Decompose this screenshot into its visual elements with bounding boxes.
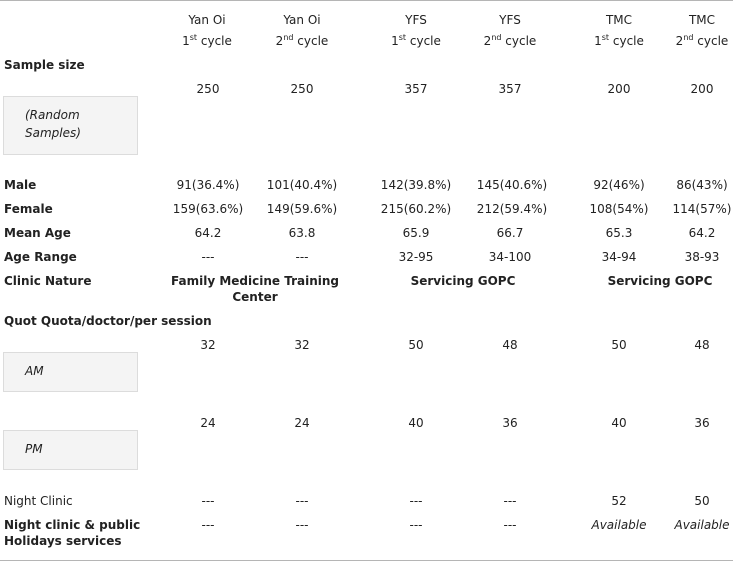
- cell: 38-93: [684, 250, 720, 264]
- header-cycle: 1st cycle: [391, 33, 441, 49]
- header-name: YFS: [405, 13, 427, 27]
- cell: 65.3: [605, 226, 633, 240]
- cell: 357: [498, 82, 522, 96]
- random-samples-line1: (Random: [25, 108, 80, 122]
- row-label-sample-size: Sample size: [4, 58, 85, 72]
- cell: 34-94: [601, 250, 637, 264]
- cell: ---: [201, 494, 215, 508]
- cell: ---: [503, 518, 517, 532]
- cell: 149(59.6%): [266, 202, 338, 216]
- clinic-nature-tmc: Servicing GOPC: [607, 274, 713, 288]
- header-cycle: 2nd cycle: [275, 33, 329, 49]
- header-name: TMC: [688, 13, 716, 27]
- cell: 40: [408, 416, 424, 430]
- header-cycle: 2nd cycle: [675, 33, 729, 49]
- cell: 142(39.8%): [380, 178, 452, 192]
- row-label-quota: Quot Quota/doctor/per session: [4, 314, 212, 328]
- cell: 48: [694, 338, 710, 352]
- row-label-clinic-nature: Clinic Nature: [4, 274, 92, 288]
- cell: 52: [611, 494, 627, 508]
- cell: 50: [408, 338, 424, 352]
- cell: 212(59.4%): [476, 202, 548, 216]
- cell: 24: [294, 416, 310, 430]
- cell: 86(43%): [676, 178, 728, 192]
- header-name: Yan Oi: [188, 13, 226, 27]
- cell: 92(46%): [593, 178, 645, 192]
- header-cycle: 1st cycle: [182, 33, 232, 49]
- cell: 250: [290, 82, 314, 96]
- cell: 159(63.6%): [172, 202, 244, 216]
- random-samples-box: (Random Samples): [3, 96, 138, 155]
- cell: Available: [591, 518, 647, 532]
- header-name: YFS: [499, 13, 521, 27]
- cell: 32: [200, 338, 216, 352]
- cell: 24: [200, 416, 216, 430]
- cell: 145(40.6%): [476, 178, 548, 192]
- cell: 48: [502, 338, 518, 352]
- header-cycle: 2nd cycle: [483, 33, 537, 49]
- row-label-age-range: Age Range: [4, 250, 77, 264]
- cell: 215(60.2%): [380, 202, 452, 216]
- cell: 63.8: [288, 226, 316, 240]
- cell: 36: [694, 416, 710, 430]
- cell: 50: [694, 494, 710, 508]
- cell: 114(57%): [672, 202, 732, 216]
- am-box: AM: [3, 352, 138, 392]
- cell: 91(36.4%): [176, 178, 240, 192]
- cell: ---: [295, 494, 309, 508]
- cell: ---: [409, 518, 423, 532]
- header-name: Yan Oi: [283, 13, 321, 27]
- cell: 357: [404, 82, 428, 96]
- clinic-nature-yanoi-line1: Family Medicine Training: [171, 274, 339, 288]
- cell: 32-95: [398, 250, 434, 264]
- row-label-night-clinic: Night Clinic: [4, 494, 73, 508]
- cell: 101(40.4%): [266, 178, 338, 192]
- cell: 200: [690, 82, 714, 96]
- row-label-mean-age: Mean Age: [4, 226, 71, 240]
- clinic-nature-yanoi-line2: Center: [232, 290, 278, 304]
- cell: 108(54%): [589, 202, 649, 216]
- cell: ---: [503, 494, 517, 508]
- header-name: TMC: [605, 13, 633, 27]
- cell: 32: [294, 338, 310, 352]
- am-label: AM: [25, 364, 44, 378]
- row-label-male: Male: [4, 178, 37, 192]
- cell: ---: [201, 250, 215, 264]
- cell: ---: [409, 494, 423, 508]
- pm-box: PM: [3, 430, 138, 470]
- row-label-female: Female: [4, 202, 53, 216]
- row-label-holiday-line1: Night clinic & public: [4, 518, 141, 532]
- cell: 50: [611, 338, 627, 352]
- cell: 34-100: [488, 250, 532, 264]
- clinic-nature-yfs: Servicing GOPC: [410, 274, 516, 288]
- cell: ---: [295, 518, 309, 532]
- cell: 40: [611, 416, 627, 430]
- cell: 66.7: [496, 226, 524, 240]
- cell: ---: [295, 250, 309, 264]
- random-samples-line2: Samples): [25, 126, 81, 140]
- header-cycle: 1st cycle: [594, 33, 644, 49]
- cell: 36: [502, 416, 518, 430]
- cell: 200: [607, 82, 631, 96]
- cell: 64.2: [194, 226, 222, 240]
- pm-label: PM: [25, 442, 43, 456]
- cell: 64.2: [688, 226, 716, 240]
- cell: ---: [201, 518, 215, 532]
- row-label-holiday-line2: Holidays services: [4, 534, 122, 548]
- cell: 250: [196, 82, 220, 96]
- cell: 65.9: [402, 226, 430, 240]
- cell: Available: [674, 518, 730, 532]
